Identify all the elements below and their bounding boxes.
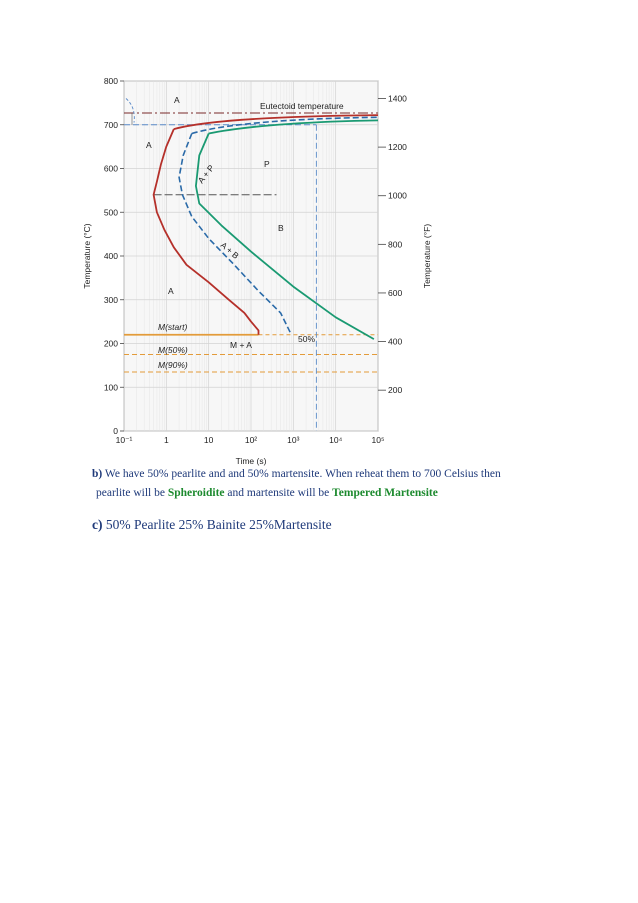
y-right-tick-label: 1000 xyxy=(388,191,407,201)
start-curve-upper xyxy=(173,114,379,130)
answer-c-text: 50% Pearlite 25% Bainite 25%Martensite xyxy=(102,517,332,532)
answer-b-label: b) xyxy=(92,468,103,480)
m-50-label: M(50%) xyxy=(158,345,188,355)
x-tick-label: 10⁵ xyxy=(372,435,385,445)
y-left-tick-label: 200 xyxy=(104,339,118,349)
region-b: B xyxy=(278,223,284,233)
fifty-curve-upper xyxy=(191,116,379,135)
x-tick-label: 10³ xyxy=(287,435,299,445)
x-tick-label: 10⁻¹ xyxy=(116,435,133,445)
ttt-diagram: 10⁻¹ 1 10 10² 10³ 10⁴ 10⁵ 0 100 200 300 400 500 600 70… xyxy=(80,72,442,490)
answer-c: c) 50% Pearlite 25% Bainite 25%Martensit… xyxy=(92,517,332,533)
spheroidite-term: Spheroidite xyxy=(167,487,225,499)
y-right-tick-label: 1400 xyxy=(388,94,407,104)
y-right-tick-label: 200 xyxy=(388,385,402,395)
answer-b-line1: b) We have 50% pearlite and and 50% mart… xyxy=(92,468,501,480)
x-tick-label: 10 xyxy=(204,435,214,445)
answer-b-line2: pearlite will be Spheroidite and martens… xyxy=(96,487,438,499)
tempered-martensite-term: Tempered Martensite xyxy=(332,487,438,499)
answer-b-text-2b: and martensite will be xyxy=(224,487,333,499)
answer-c-label: c) xyxy=(92,517,103,532)
x-tick-label: 10² xyxy=(245,435,257,445)
y-right-tick-label: 800 xyxy=(388,239,402,249)
y-left-tick-label: 0 xyxy=(113,426,118,436)
x-axis-label: Time (s) xyxy=(236,456,267,466)
region-a-mid: A xyxy=(168,286,174,296)
region-m-plus-a: M + A xyxy=(230,340,252,350)
eutectoid-label: Eutectoid temperature xyxy=(260,101,344,111)
region-p: P xyxy=(264,159,270,169)
y-left-tick-label: 700 xyxy=(104,120,118,130)
x-tick-label: 1 xyxy=(164,435,169,445)
y-right-tick-label: 400 xyxy=(388,337,402,347)
y-left-tick-label: 400 xyxy=(104,251,118,261)
answer-b-text-2a: pearlite will be xyxy=(96,487,168,499)
m-start-label: M(start) xyxy=(158,322,187,332)
y-left-tick-label: 300 xyxy=(104,295,118,305)
y-axis-right-label: Temperature (°F) xyxy=(422,224,432,289)
region-a-top: A xyxy=(174,95,180,105)
start-curve xyxy=(152,128,260,335)
x-tick-label: 10⁴ xyxy=(329,435,342,445)
y-right-tick-label: 1200 xyxy=(388,142,407,152)
finish-curve-upper xyxy=(208,119,379,135)
y-left-tick-label: 800 xyxy=(104,76,118,86)
cooling-path-line xyxy=(125,98,135,123)
y-left-tick-label: 100 xyxy=(104,382,118,392)
m-90-label: M(90%) xyxy=(158,360,188,370)
y-left-tick-label: 600 xyxy=(104,164,118,174)
y-left-tick-label: 500 xyxy=(104,207,118,217)
finish-curve xyxy=(195,133,375,340)
fifty-percent-label: 50% xyxy=(298,334,315,344)
region-a-left: A xyxy=(146,140,152,150)
fifty-percent-curve xyxy=(178,133,293,336)
y-right-tick-label: 600 xyxy=(388,288,402,298)
y-axis-left-label: Temperature (°C) xyxy=(82,223,92,288)
answer-b-text: We have 50% pearlite and and 50% martens… xyxy=(104,468,501,480)
